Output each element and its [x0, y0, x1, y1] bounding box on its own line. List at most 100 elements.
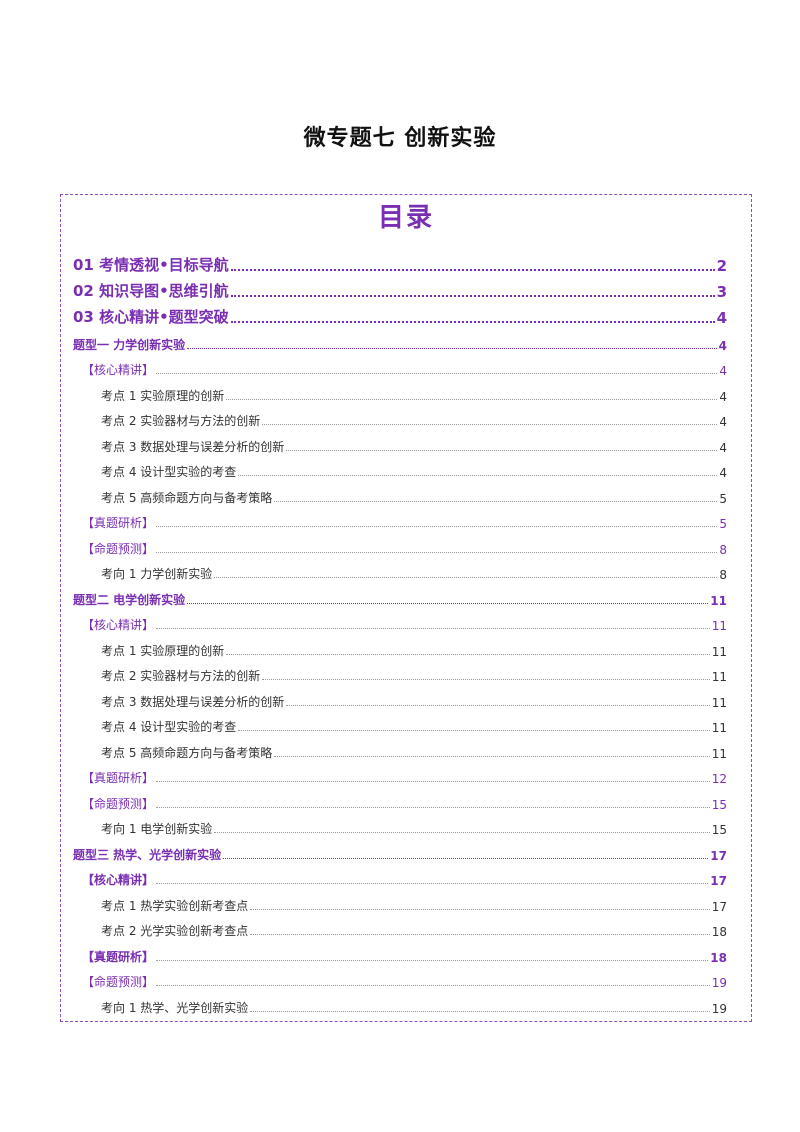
- toc-entry-label: 【核心精讲】: [82, 363, 155, 377]
- toc-entry-label: 考向 1 电学创新实验: [101, 822, 213, 836]
- toc-list: 01 考情透视•目标导航 2 02 知识导图•思维引航 3 03 核心精讲•题型突破 4 题…: [73, 249, 727, 1016]
- toc-entry-label: 考点 1 实验原理的创新: [101, 388, 225, 403]
- toc-entry[interactable]: 【真题研析】 12: [73, 761, 727, 786]
- toc-entry-label: 【核心精讲】: [82, 873, 155, 887]
- toc-entry[interactable]: 考点 4 设计型实验的考查 4: [73, 455, 727, 480]
- toc-entry[interactable]: 考点 2 光学实验创新考查点 18: [73, 914, 727, 939]
- toc-leader-dots: [187, 602, 709, 604]
- toc-leader-dots: [262, 678, 710, 680]
- toc-entry[interactable]: 题型一 力学创新实验 4: [73, 327, 727, 353]
- toc-entry[interactable]: 考向 1 力学创新实验 8: [73, 557, 727, 582]
- toc-leader-dots: [214, 576, 718, 578]
- toc-leader-dots: [156, 372, 718, 374]
- toc-entry-page: 11: [710, 593, 727, 608]
- toc-leader-dots: [156, 780, 710, 782]
- toc-leader-dots: [156, 525, 718, 527]
- toc-leader-dots: [226, 653, 710, 655]
- toc-leader-dots: [238, 729, 710, 731]
- toc-entry-label: 考点 2 实验器材与方法的创新: [101, 669, 261, 683]
- toc-entry-page: 15: [711, 823, 727, 837]
- toc-entry-label: 【命题预测】: [82, 796, 155, 811]
- toc-leader-dots: [156, 551, 718, 553]
- toc-entry-label: 考点 5 高频命题方向与备考策略: [101, 490, 273, 505]
- toc-entry-page: 11: [711, 695, 727, 710]
- toc-entry[interactable]: 【核心精讲】 4: [73, 353, 727, 378]
- toc-entry-page: 17: [710, 874, 727, 888]
- toc-leader-dots: [286, 704, 710, 706]
- toc-leader-dots: [230, 268, 715, 271]
- toc-heading: 目录: [377, 203, 434, 233]
- toc-entry-page: 4: [718, 338, 727, 353]
- toc-entry[interactable]: 题型二 电学创新实验 11: [73, 582, 727, 608]
- toc-entry[interactable]: 【真题研析】 18: [73, 939, 727, 965]
- toc-entry-page: 8: [719, 542, 727, 557]
- toc-entry-page: 19: [711, 1001, 727, 1016]
- toc-entry-page: 19: [711, 976, 727, 990]
- toc-leader-dots: [286, 449, 718, 451]
- toc-entry[interactable]: 【真题研析】 5: [73, 506, 727, 531]
- toc-entry-page: 4: [719, 389, 727, 404]
- toc-entry[interactable]: 考向 1 电学创新实验 15: [73, 812, 727, 837]
- toc-leader-dots: [156, 882, 709, 884]
- toc-entry[interactable]: 考点 5 高频命题方向与备考策略 11: [73, 735, 727, 761]
- toc-entry[interactable]: 02 知识导图•思维引航 3: [73, 275, 727, 301]
- toc-entry-page: 4: [719, 364, 727, 378]
- toc-entry-page: 4: [716, 309, 727, 327]
- toc-entry[interactable]: 考向 1 热学、光学创新实验 19: [73, 990, 727, 1016]
- toc-entry[interactable]: 考点 1 实验原理的创新 11: [73, 633, 727, 659]
- toc-entry-page: 4: [719, 415, 727, 429]
- toc-entry-label: 题型三 热学、光学创新实验: [73, 847, 222, 862]
- toc-entry-label: 03 核心精讲•题型突破: [73, 308, 229, 326]
- toc-entry-page: 3: [716, 283, 727, 301]
- toc-entry-page: 2: [716, 257, 727, 275]
- toc-entry-page: 5: [719, 491, 727, 506]
- toc-entry-page: 11: [711, 619, 727, 633]
- toc-leader-dots: [250, 1010, 710, 1012]
- toc-leader-dots: [274, 500, 718, 502]
- toc-entry[interactable]: 【命题预测】 8: [73, 531, 727, 557]
- toc-entry-page: 8: [719, 568, 727, 582]
- toc-entry-label: 考点 3 数据处理与误差分析的创新: [101, 439, 285, 454]
- toc-entry-label: 考点 4 设计型实验的考查: [101, 465, 237, 479]
- toc-entry-label: 考向 1 力学创新实验: [101, 567, 213, 581]
- toc-entry[interactable]: 考点 1 热学实验创新考查点 17: [73, 888, 727, 914]
- toc-leader-dots: [156, 806, 710, 808]
- toc-leader-dots: [250, 908, 710, 910]
- toc-entry-label: 题型二 电学创新实验: [73, 592, 186, 607]
- toc-leader-dots: [250, 933, 710, 935]
- toc-entry[interactable]: 考点 2 实验器材与方法的创新 11: [73, 659, 727, 684]
- toc-entry[interactable]: 【核心精讲】 17: [73, 863, 727, 888]
- toc-entry-label: 【命题预测】: [82, 975, 155, 989]
- toc-entry-label: 考向 1 热学、光学创新实验: [101, 1000, 249, 1015]
- toc-leader-dots: [156, 959, 709, 961]
- toc-entry-page: 11: [711, 721, 727, 735]
- toc-entry-label: 【真题研析】: [82, 516, 155, 530]
- toc-leader-dots: [156, 627, 710, 629]
- toc-entry-page: 17: [711, 899, 727, 914]
- toc-entry[interactable]: 考点 3 数据处理与误差分析的创新 11: [73, 684, 727, 710]
- toc-entry-label: 考点 1 实验原理的创新: [101, 643, 225, 658]
- toc-entry[interactable]: 题型三 热学、光学创新实验 17: [73, 837, 727, 863]
- toc-leader-dots: [238, 474, 718, 476]
- toc-entry[interactable]: 考点 2 实验器材与方法的创新 4: [73, 404, 727, 429]
- toc-entry[interactable]: 01 考情透视•目标导航 2: [73, 249, 727, 275]
- toc-entry[interactable]: 【命题预测】 19: [73, 965, 727, 990]
- toc-leader-dots: [156, 984, 710, 986]
- toc-leader-dots: [274, 755, 710, 757]
- toc-entry-label: 考点 2 光学实验创新考查点: [101, 924, 249, 938]
- toc-entry[interactable]: 考点 3 数据处理与误差分析的创新 4: [73, 429, 727, 455]
- toc-entry-page: 11: [711, 670, 727, 684]
- toc-entry[interactable]: 考点 5 高频命题方向与备考策略 5: [73, 480, 727, 506]
- toc-entry-page: 18: [711, 925, 727, 939]
- toc-entry[interactable]: 考点 4 设计型实验的考查 11: [73, 710, 727, 735]
- toc-entry[interactable]: 【核心精讲】 11: [73, 608, 727, 633]
- toc-entry-label: 【真题研析】: [82, 949, 155, 964]
- toc-leader-dots: [226, 398, 718, 400]
- toc-entry[interactable]: 【命题预测】 15: [73, 786, 727, 812]
- toc-entry[interactable]: 考点 1 实验原理的创新 4: [73, 378, 727, 404]
- toc-leader-dots: [230, 294, 715, 297]
- toc-entry-page: 12: [711, 772, 727, 786]
- toc-entry-label: 【核心精讲】: [82, 618, 155, 632]
- toc-leader-dots: [230, 320, 715, 323]
- toc-entry[interactable]: 03 核心精讲•题型突破 4: [73, 301, 727, 327]
